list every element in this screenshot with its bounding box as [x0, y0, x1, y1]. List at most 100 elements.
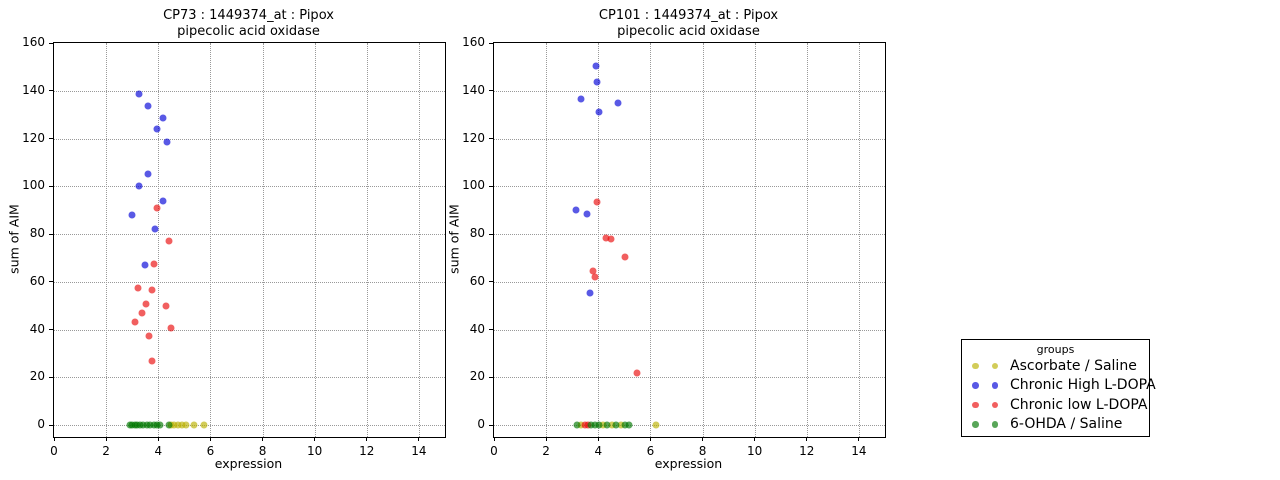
data-point	[135, 90, 143, 98]
data-point	[153, 125, 161, 133]
gridline	[494, 138, 885, 140]
y-tick-label: 20	[29, 369, 45, 384]
x-tick-label: 0	[50, 444, 58, 458]
gridline	[494, 329, 885, 331]
y-tick-label: 0	[37, 417, 45, 432]
x-tick-mark	[209, 437, 211, 441]
gridline	[754, 43, 756, 437]
y-tick-mark	[49, 376, 53, 378]
data-point	[586, 289, 594, 297]
x-tick-mark	[157, 437, 159, 441]
x-axis-label: expression	[654, 456, 723, 471]
gridline	[54, 281, 445, 283]
gridline	[494, 186, 885, 188]
data-point	[144, 102, 152, 110]
gridline	[494, 377, 885, 379]
y-tick-mark	[49, 185, 53, 187]
x-tick-label: 10	[307, 444, 323, 458]
plot-cp101: CP101 : 1449374_at : Pipox pipecolic aci…	[440, 0, 886, 480]
x-tick-mark	[493, 437, 495, 441]
y-tick-label: 80	[29, 226, 45, 241]
x-tick-mark	[806, 437, 808, 441]
data-point	[614, 99, 622, 107]
gridline	[366, 43, 368, 437]
data-point	[603, 421, 611, 429]
y-tick-label: 60	[469, 273, 485, 288]
plot-title-line1: CP101 : 1449374_at : Pipox	[598, 8, 779, 23]
y-tick-label: 140	[462, 82, 485, 97]
x-tick-mark	[754, 437, 756, 441]
y-tick-mark	[489, 185, 493, 187]
data-point	[163, 138, 171, 146]
y-tick-label: 120	[22, 130, 45, 145]
x-tick-label: 0	[490, 444, 498, 458]
data-point	[138, 309, 146, 317]
y-tick-mark	[489, 42, 493, 44]
data-point	[167, 324, 175, 332]
plot-area-cp101: 0 2 4 6 8 10 12 14 0 20 40 60 80 100 120 140 160	[462, 35, 886, 458]
data-point	[148, 357, 156, 365]
data-point	[621, 253, 629, 261]
data-point	[652, 421, 660, 429]
legend-entry: Chronic High L-DOPA	[962, 376, 1156, 396]
x-axis-label: expression	[214, 456, 283, 471]
x-tick-label: 4	[594, 444, 603, 458]
data-point	[170, 421, 178, 429]
y-tick-label: 0	[477, 417, 485, 432]
data-point	[577, 421, 585, 429]
gridline	[54, 186, 445, 188]
data-point	[151, 225, 159, 233]
y-tick-mark	[489, 329, 493, 331]
x-tick-label: 8	[258, 444, 267, 458]
y-tick-label: 100	[462, 178, 485, 193]
data-point	[612, 421, 620, 429]
gridline	[54, 425, 445, 427]
data-point	[143, 421, 151, 429]
legend-entry: Chronic low L-DOPA	[962, 395, 1149, 415]
data-point	[159, 197, 167, 205]
plot-title: CP101 : 1449374_at : Pipox pipecolic aci…	[493, 8, 884, 39]
legend-marker-dot	[972, 382, 979, 389]
gridline	[858, 43, 860, 437]
y-tick-mark	[49, 329, 53, 331]
x-tick-label: 14	[851, 444, 867, 458]
x-tick-label: 14	[411, 444, 427, 458]
gridline	[494, 90, 885, 92]
legend-title: groups	[1036, 343, 1075, 356]
data-point	[583, 210, 591, 218]
plot-title-line1: CP73 : 1449374_at : Pipox	[163, 8, 334, 23]
data-point	[153, 204, 161, 212]
gridline	[54, 329, 445, 331]
data-point	[577, 95, 585, 103]
data-point	[142, 300, 150, 308]
y-tick-label: 140	[22, 82, 45, 97]
data-point	[608, 421, 616, 429]
data-point	[592, 62, 600, 70]
gridline	[54, 90, 445, 92]
data-point	[572, 206, 580, 214]
data-point	[128, 211, 136, 219]
y-tick-mark	[49, 233, 53, 235]
data-point	[144, 170, 152, 178]
x-tick-label: 6	[206, 444, 215, 458]
legend-marker-dot	[991, 382, 998, 389]
data-point	[162, 302, 170, 310]
gridline	[546, 43, 548, 437]
y-tick-mark	[49, 138, 53, 139]
y-tick-label: 80	[469, 226, 485, 241]
plot-title: CP73 : 1449374_at : Pipox pipecolic acid…	[53, 8, 444, 39]
x-tick-mark	[858, 437, 860, 441]
x-tick-mark	[366, 437, 368, 441]
y-tick-label: 40	[469, 321, 485, 336]
data-point	[178, 421, 186, 429]
y-tick-label: 160	[462, 35, 485, 49]
data-point	[200, 421, 208, 429]
gridline	[650, 43, 652, 437]
legend-marker-dot	[972, 421, 979, 428]
legend-entry: Ascorbate / Saline	[962, 356, 1149, 376]
legend-entry-label: Ascorbate / Saline	[1010, 357, 1137, 374]
y-tick-mark	[489, 233, 493, 235]
gridline	[418, 43, 420, 437]
x-tick-mark	[262, 437, 264, 441]
data-point	[165, 237, 173, 245]
